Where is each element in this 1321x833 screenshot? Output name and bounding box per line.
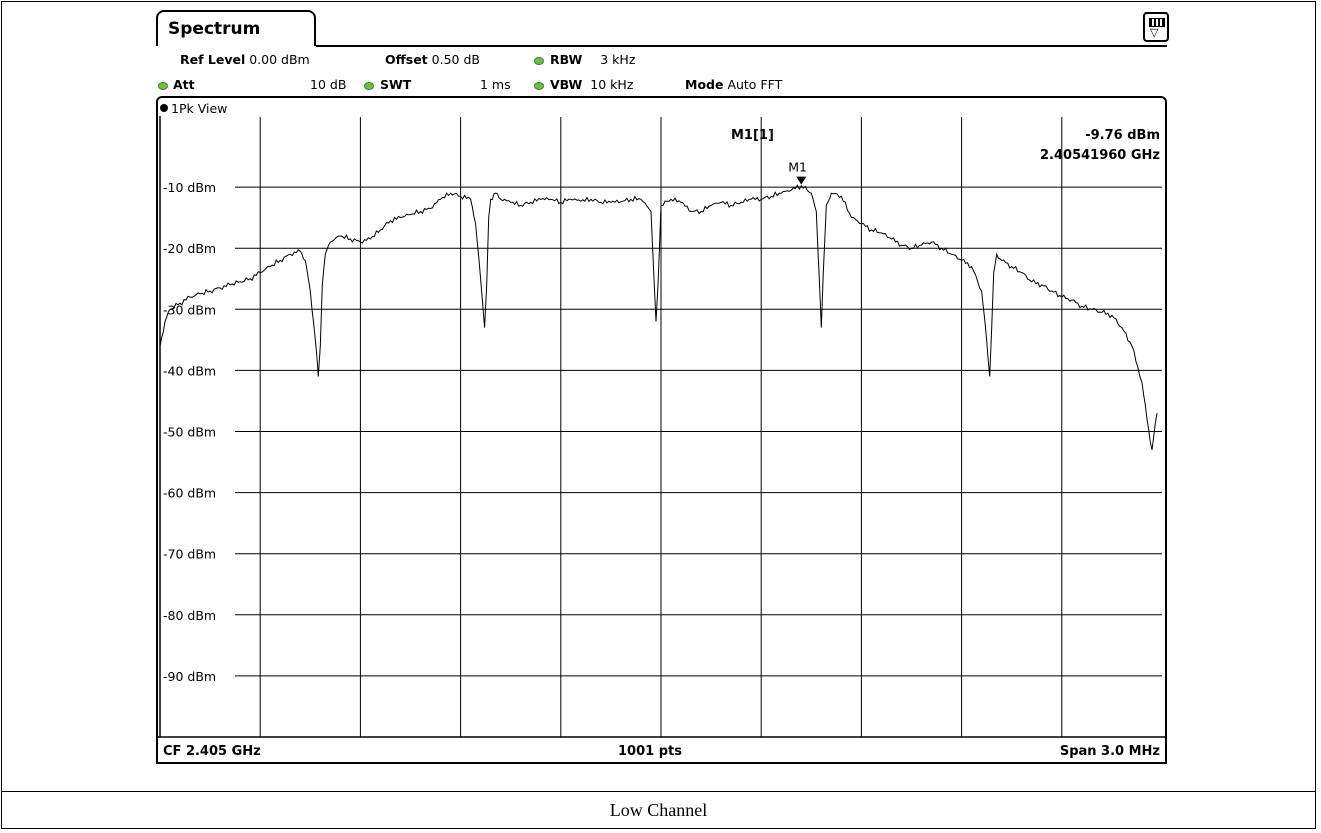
att-readout: Att — [173, 77, 195, 92]
figure-caption: Low Channel — [1, 792, 1316, 829]
y-tick-label: -60 dBm — [163, 486, 216, 501]
y-tick-label: -10 dBm — [163, 180, 216, 195]
y-tick-label: -70 dBm — [163, 547, 216, 562]
y-tick-label: -40 dBm — [163, 363, 216, 378]
marker-frequency: 2.40541960 GHz — [1040, 148, 1160, 163]
att-value-wrap: 10 dB — [310, 77, 346, 92]
mode-readout: Mode Auto FFT — [685, 77, 782, 92]
footer-span: Span 3.0 MHz — [1059, 744, 1160, 759]
footer-points: 1001 pts — [618, 744, 682, 759]
offset-label: Offset — [385, 52, 428, 67]
offset-value: 0.50 dB — [431, 52, 480, 67]
rbw-value: 3 kHz — [600, 52, 636, 67]
marker-label: M1 — [788, 160, 807, 175]
att-indicator-icon — [158, 82, 168, 90]
footer-center-frequency: CF 2.405 GHz — [163, 744, 261, 759]
att-label: Att — [173, 77, 195, 92]
rbw-label: RBW — [550, 52, 583, 67]
y-tick-label: -90 dBm — [163, 669, 216, 684]
vbw-label: VBW — [550, 77, 583, 92]
marker-level: -9.76 dBm — [1085, 128, 1160, 143]
ref-level-label: Ref Level — [180, 52, 246, 67]
swt-readout: SWT — [380, 77, 411, 92]
mode-value: Auto FFT — [727, 77, 783, 92]
swt-value-wrap: 1 ms — [480, 77, 511, 92]
swt-indicator-icon — [364, 82, 374, 90]
y-tick-label: -20 dBm — [163, 241, 216, 256]
ref-level-value: 0.00 dBm — [249, 52, 310, 67]
rbw-indicator-icon — [534, 57, 544, 65]
display-config-button[interactable]: ▽ — [1143, 12, 1169, 42]
view-label: 1Pk View — [171, 101, 228, 116]
spectrum-plot-frame[interactable] — [156, 96, 1167, 764]
spectrum-trace — [159, 184, 1158, 450]
tab-spectrum[interactable]: Spectrum — [156, 10, 316, 46]
view-indicator-icon — [160, 104, 168, 112]
layout-icon — [1149, 18, 1165, 27]
caption-text: Low Channel — [609, 800, 708, 820]
tab-spectrum-label: Spectrum — [168, 19, 261, 39]
y-tick-label: -80 dBm — [163, 608, 216, 623]
y-tick-label: -50 dBm — [163, 425, 216, 440]
tab-baseline — [316, 45, 1167, 47]
swt-value: 1 ms — [480, 77, 511, 92]
vbw-readout: VBW 10 kHz — [550, 77, 633, 92]
marker-header: M1[1] — [731, 128, 774, 143]
rbw-readout: RBW 3 kHz — [550, 52, 635, 67]
vbw-indicator-icon — [534, 82, 544, 90]
y-tick-label: -30 dBm — [163, 302, 216, 317]
swt-label: SWT — [380, 77, 412, 92]
chevron-down-icon: ▽ — [1150, 26, 1159, 39]
att-value: 10 dB — [310, 77, 347, 92]
ref-level-readout: Ref Level 0.00 dBm — [180, 52, 310, 67]
offset-readout: Offset 0.50 dB — [385, 52, 480, 67]
vbw-value: 10 kHz — [590, 77, 634, 92]
mode-label: Mode — [685, 77, 724, 92]
marker-triangle-icon[interactable] — [796, 176, 807, 185]
caption-divider — [1, 791, 1316, 792]
